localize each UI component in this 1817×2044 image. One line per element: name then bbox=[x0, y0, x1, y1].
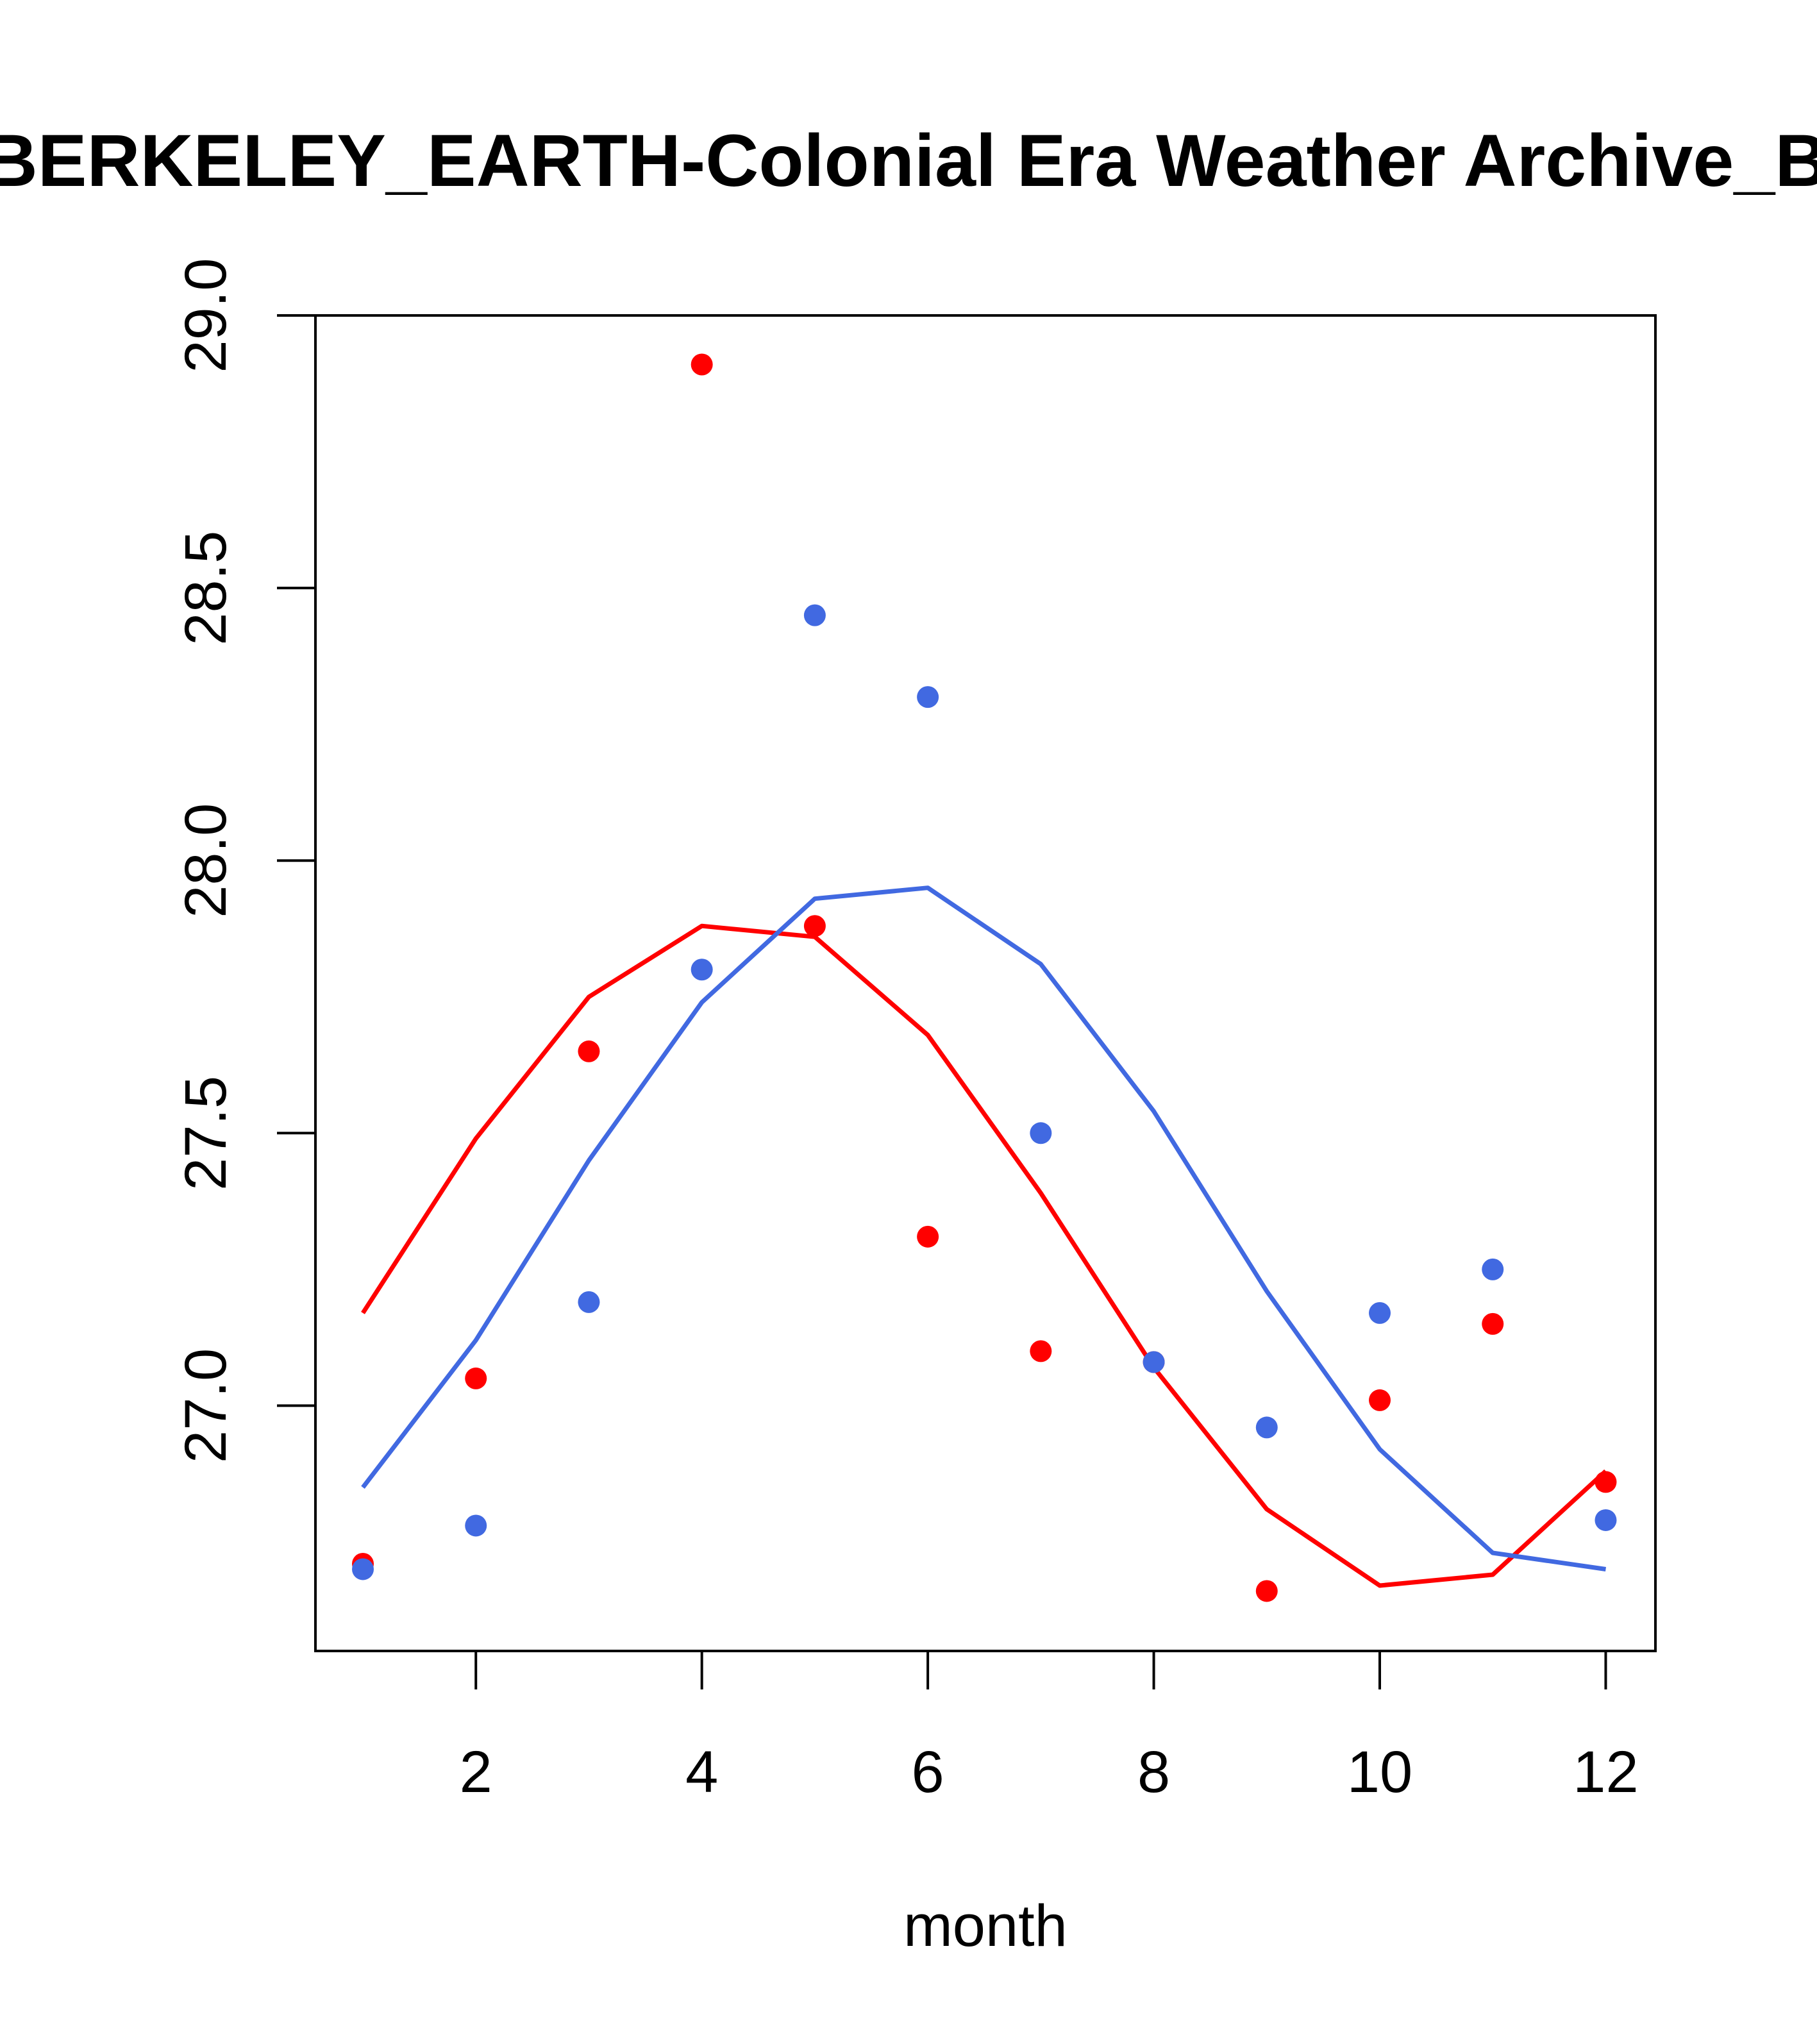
series-0-point-11 bbox=[1595, 1471, 1617, 1493]
x-axis-label: month bbox=[903, 1893, 1068, 1959]
series-0-point-10 bbox=[1482, 1312, 1504, 1335]
x-axis: 2 4 6 8 10 12 bbox=[460, 1651, 1639, 1805]
x-tick-label-3: 8 bbox=[1137, 1739, 1170, 1805]
series-1-point-10 bbox=[1482, 1258, 1504, 1280]
series-layer bbox=[352, 353, 1617, 1602]
series-0-point-9 bbox=[1369, 1389, 1391, 1411]
y-axis: 27.0 27.5 28.0 28.5 29.0 bbox=[173, 258, 315, 1463]
series-1-point-7 bbox=[1143, 1351, 1165, 1373]
chart-title: BERKELEY_EARTH-Colonial Era Weather Arch… bbox=[0, 120, 1817, 202]
y-tick-label-1: 27.5 bbox=[173, 1076, 239, 1191]
series-1-point-3 bbox=[691, 959, 713, 981]
series-0-point-4 bbox=[803, 915, 826, 937]
x-tick-label-1: 4 bbox=[685, 1739, 718, 1805]
series-0-point-1 bbox=[465, 1367, 487, 1389]
series-0-point-2 bbox=[578, 1040, 600, 1062]
y-tick-label-0: 27.0 bbox=[173, 1348, 239, 1463]
series-1-point-0 bbox=[352, 1558, 374, 1580]
series-1-point-5 bbox=[917, 686, 939, 708]
series-1-line bbox=[361, 885, 1607, 1571]
y-tick-label-3: 28.5 bbox=[173, 531, 239, 646]
x-tick-label-2: 6 bbox=[912, 1739, 944, 1805]
x-tick-label-5: 12 bbox=[1573, 1739, 1638, 1805]
series-0-point-8 bbox=[1255, 1580, 1278, 1602]
series-0-line bbox=[361, 923, 1607, 1588]
series-0-point-6 bbox=[1030, 1340, 1052, 1362]
series-1-point-6 bbox=[1030, 1122, 1052, 1144]
series-1-point-11 bbox=[1595, 1509, 1617, 1531]
plot-frame bbox=[314, 314, 1657, 1652]
series-1-point-8 bbox=[1255, 1416, 1278, 1439]
series-1-point-9 bbox=[1369, 1302, 1391, 1324]
series-1-point-2 bbox=[578, 1291, 600, 1313]
y-tick-label-2: 28.0 bbox=[173, 803, 239, 918]
series-1-point-1 bbox=[465, 1514, 487, 1537]
y-tick-label-4: 29.0 bbox=[173, 258, 239, 373]
x-tick-label-4: 10 bbox=[1347, 1739, 1412, 1805]
x-tick-label-0: 2 bbox=[460, 1739, 492, 1805]
series-0-point-5 bbox=[917, 1225, 939, 1248]
series-1-point-4 bbox=[803, 604, 826, 626]
series-0-point-3 bbox=[691, 353, 713, 376]
